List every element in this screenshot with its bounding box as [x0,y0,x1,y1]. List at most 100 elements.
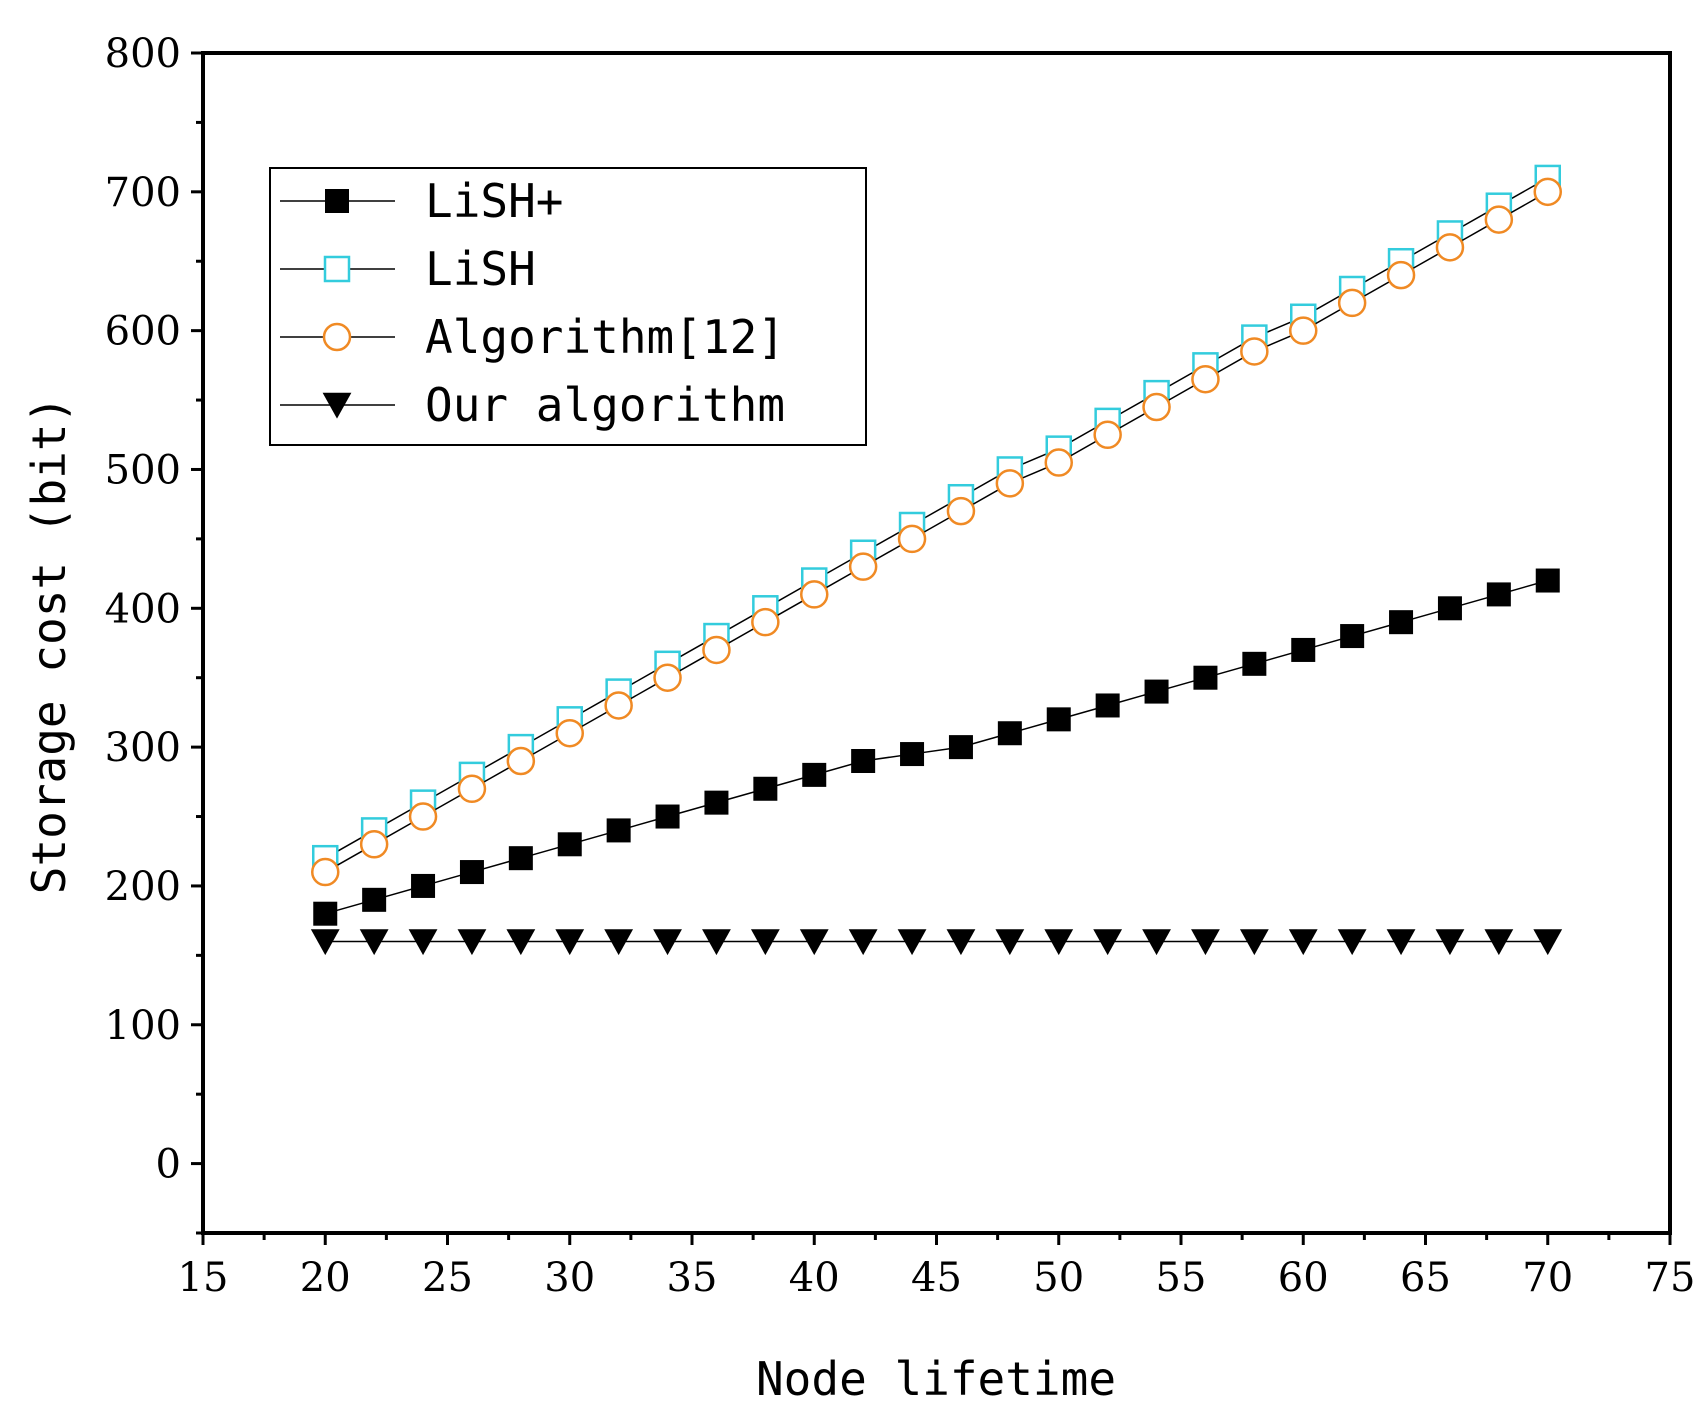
data-point-our-algorithm [799,929,829,956]
data-point-our-algorithm [1191,929,1220,956]
data-point-our-algorithm [408,929,438,956]
data-point-our-algorithm [750,929,780,956]
data-point-our-algorithm [359,929,389,956]
data-point-algorithm-12 [1289,316,1318,345]
data-point-algorithm-12 [1533,177,1562,207]
data-point-our-algorithm [995,929,1025,956]
data-point-lish [1486,582,1511,607]
data-point-our-algorithm [1288,929,1318,956]
x-tick-label: 75 [1645,1255,1696,1301]
data-point-algorithm-12 [1386,260,1416,290]
data-point-algorithm-12 [604,691,633,720]
y-tick-label: 100 [105,1003,181,1049]
data-point-lish [1389,610,1414,635]
data-point-our-algorithm [1093,929,1123,956]
data-point-our-algorithm [310,929,340,956]
legend-marker-lish [323,255,351,283]
series-algorithm-12 [311,177,1562,887]
y-tick-label: 400 [105,586,181,632]
data-point-lish [753,776,778,801]
data-point-algorithm-12 [1044,448,1073,477]
legend-marker-lish [325,189,349,213]
data-point-lish [948,735,973,760]
x-tick-label: 25 [422,1255,473,1301]
data-point-algorithm-12 [702,635,731,665]
x-tick-label: 70 [1522,1255,1573,1301]
series-our-algorithm [310,929,1563,956]
data-point-our-algorithm [1337,929,1367,956]
y-tick-label: 800 [105,31,181,77]
data-point-lish [1535,568,1560,593]
x-tick-label: 55 [1156,1255,1207,1301]
data-point-lish [1340,624,1365,649]
x-tick-label: 65 [1400,1255,1451,1301]
data-point-lish [313,901,338,926]
data-point-algorithm-12 [359,830,389,859]
data-point-our-algorithm [1044,929,1074,956]
y-tick-label: 700 [105,170,181,216]
legend: LiSH+ LiSH Algorithm[12] Our algorithm [269,167,867,446]
data-point-our-algorithm [1484,929,1514,956]
x-tick-label: 30 [544,1255,595,1301]
data-point-algorithm-12 [1240,337,1269,366]
data-point-lish [411,873,436,898]
data-point-our-algorithm [1386,929,1416,956]
data-point-lish [1437,596,1462,621]
data-point-our-algorithm [1239,929,1269,956]
data-point-lish [1193,665,1218,690]
data-point-our-algorithm [457,929,487,956]
data-point-algorithm-12 [946,496,976,526]
data-point-algorithm-12 [506,746,536,776]
data-point-lish [1242,651,1267,676]
legend-label-lish: LiSH [425,242,536,296]
data-point-algorithm-12 [457,774,487,804]
data-point-our-algorithm [1435,929,1465,956]
data-point-our-algorithm [506,929,536,956]
data-point-our-algorithm [946,929,976,956]
data-point-lish [704,790,729,815]
x-tick-label: 50 [1033,1255,1084,1301]
y-axis-title: Storage cost (bit) [22,396,76,895]
legend-label-lish: LiSH+ [425,174,563,228]
data-point-algorithm-12 [653,663,682,692]
data-point-algorithm-12 [311,857,340,887]
legend-label-our-algorithm: Our algorithm [425,378,785,432]
data-point-lish [802,762,827,787]
data-point-lish [900,742,925,767]
data-point-algorithm-12 [1337,288,1367,318]
data-point-algorithm-12 [555,718,584,748]
data-point-our-algorithm [604,929,634,956]
legend-marker-our-algorithm [322,392,352,419]
data-point-our-algorithm [555,929,585,956]
data-point-lish [459,860,484,885]
data-point-our-algorithm [653,929,682,956]
data-point-lish [1095,693,1120,718]
x-tick-label: 20 [300,1255,351,1301]
data-point-algorithm-12 [751,607,780,637]
data-point-algorithm-12 [897,524,927,554]
data-point-algorithm-12 [848,552,878,581]
data-point-lish [997,721,1022,746]
data-point-our-algorithm [848,929,878,956]
y-tick-label: 300 [105,725,181,771]
data-point-algorithm-12 [800,580,829,609]
data-point-algorithm-12 [1484,205,1514,234]
x-tick-label: 45 [911,1255,962,1301]
data-point-our-algorithm [1142,929,1171,956]
x-tick-label: 60 [1278,1255,1329,1301]
series-lish [313,568,1560,926]
data-point-lish [606,818,631,843]
data-point-lish [655,804,680,829]
x-tick-label: 35 [667,1255,718,1301]
y-tick-label: 600 [105,309,181,355]
data-point-lish [1046,707,1071,732]
data-point-lish [508,846,533,871]
data-point-our-algorithm [897,929,927,956]
legend-marker-algorithm-12 [322,322,352,352]
data-point-algorithm-12 [1093,420,1122,450]
data-point-our-algorithm [702,929,731,956]
y-tick-label: 0 [156,1142,181,1188]
y-tick-label: 500 [105,447,181,493]
x-tick-label: 40 [789,1255,840,1301]
